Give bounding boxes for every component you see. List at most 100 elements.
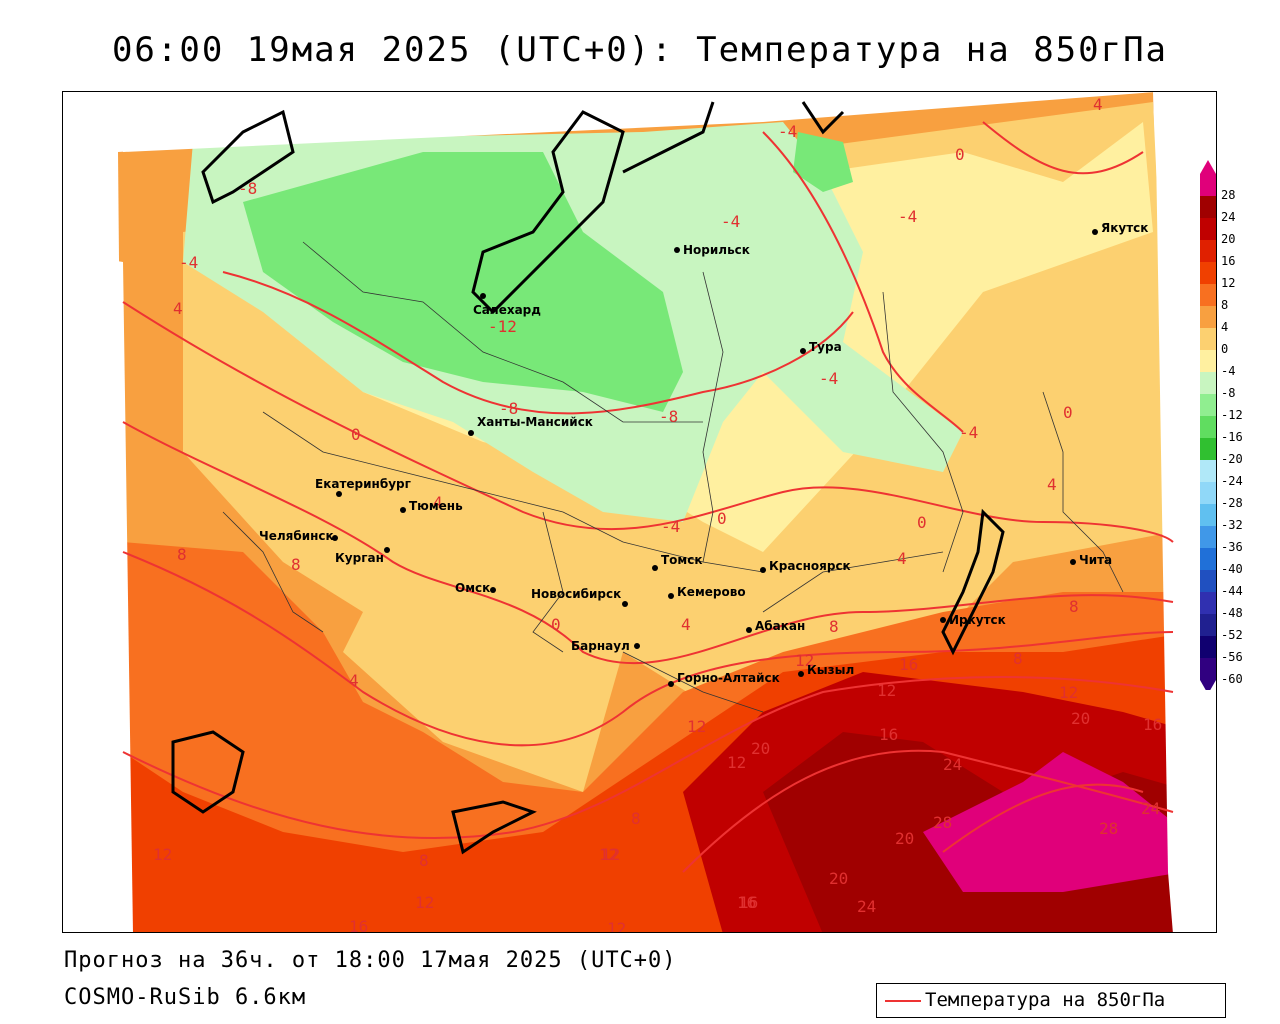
iso-label: 20 xyxy=(829,869,848,888)
colorbar-segment xyxy=(1200,592,1216,614)
colorbar-segment xyxy=(1200,636,1216,658)
iso-label: 4 xyxy=(349,671,359,690)
colorbar-segment xyxy=(1200,372,1216,394)
colorbar-tick-label: -32 xyxy=(1221,518,1243,532)
city-label: Ханты-Мансийск xyxy=(477,415,593,429)
colorbar-segment xyxy=(1200,240,1216,262)
colorbar-segment xyxy=(1200,416,1216,438)
colorbar-top-arrow xyxy=(1200,160,1216,174)
colorbar-segment xyxy=(1200,504,1216,526)
iso-label: -12 xyxy=(488,317,517,336)
city-label: Новосибирск xyxy=(531,587,621,601)
iso-label: 8 xyxy=(631,809,641,828)
iso-label: 24 xyxy=(943,755,962,774)
iso-label: 20 xyxy=(895,829,914,848)
colorbar-segment xyxy=(1200,262,1216,284)
colorbar-segment xyxy=(1200,350,1216,372)
city-label: Кемерово xyxy=(677,585,746,599)
iso-label: -4 xyxy=(778,122,797,141)
colorbar-segment xyxy=(1200,614,1216,636)
colorbar-tick-label: -8 xyxy=(1221,386,1236,400)
iso-label: 4 xyxy=(681,615,691,634)
iso-label: 12 xyxy=(1059,683,1078,702)
city-label: Курган xyxy=(335,551,384,565)
temperature-map: 4 0 -4 -8 -12 -4 4 -4 0 -4 -4 -8 -8 0 -4… xyxy=(62,91,1217,933)
colorbar-tick-label: 12 xyxy=(1221,276,1236,290)
colorbar-tick-label: -60 xyxy=(1221,672,1243,686)
iso-label: 8 xyxy=(177,545,187,564)
borders xyxy=(222,241,1124,713)
iso-label: 4 xyxy=(433,493,443,512)
isotherm-labels: 4 0 -4 -8 -12 -4 4 -4 0 -4 -4 -8 -8 0 -4… xyxy=(153,95,1162,933)
legend-label: Температура на 850гПа xyxy=(925,989,1166,1011)
colorbar-tick-label: 24 xyxy=(1221,210,1236,224)
iso-label: 16 xyxy=(737,893,756,912)
colorbar-tick-label: -36 xyxy=(1221,540,1243,554)
colorbar-tick-label: -4 xyxy=(1221,364,1236,378)
forecast-info: Прогноз на 36ч. от 18:00 17мая 2025 (UTC… xyxy=(64,948,677,973)
iso-label: 4 xyxy=(897,549,907,568)
colorbar-tick-label: -12 xyxy=(1221,408,1243,422)
iso-label: 20 xyxy=(751,739,770,758)
iso-label: 0 xyxy=(551,615,561,634)
colorbar-tick-label: 20 xyxy=(1221,232,1236,246)
city-label: Челябинск xyxy=(259,529,334,543)
colorbar-segment xyxy=(1200,218,1216,240)
iso-label: -4 xyxy=(661,517,680,536)
colorbar-tick-label: 16 xyxy=(1221,254,1236,268)
colorbar-bottom-arrow xyxy=(1200,680,1216,690)
iso-label: 8 xyxy=(1013,649,1023,668)
city-label: Тюмень xyxy=(409,499,463,513)
iso-label: 16 xyxy=(739,893,758,912)
city-label: Чита xyxy=(1079,553,1112,567)
iso-label: 4 xyxy=(173,299,183,318)
city-label: Иркутск xyxy=(949,613,1006,627)
colorbar-segment xyxy=(1200,526,1216,548)
iso-label: 12 xyxy=(601,845,620,864)
city-label: Норильск xyxy=(683,243,750,257)
iso-label: -8 xyxy=(238,179,257,198)
city-label: Екатеринбург xyxy=(315,477,411,491)
city-label: Якутск xyxy=(1101,221,1148,235)
iso-label: 12 xyxy=(795,651,814,670)
colorbar-segment xyxy=(1200,284,1216,306)
colorbar xyxy=(1200,160,1216,690)
isotherms xyxy=(122,121,1174,873)
colorbar-segment xyxy=(1200,196,1216,218)
colorbar-segment xyxy=(1200,306,1216,328)
colorbar-tick-label: -40 xyxy=(1221,562,1243,576)
colorbar-segment xyxy=(1200,174,1216,196)
iso-label: 28 xyxy=(933,813,952,832)
iso-label: 12 xyxy=(415,893,434,912)
colorbar-tick-label: -52 xyxy=(1221,628,1243,642)
iso-label: 0 xyxy=(351,425,361,444)
city-label: Абакан xyxy=(755,619,805,633)
legend: Температура на 850гПа xyxy=(876,983,1226,1018)
colorbar-tick-label: 8 xyxy=(1221,298,1229,312)
iso-label: 8 xyxy=(829,617,839,636)
colorbar-segment xyxy=(1200,328,1216,350)
iso-label: -4 xyxy=(898,207,917,226)
colorbar-segment xyxy=(1200,548,1216,570)
colorbar-tick-label: 4 xyxy=(1221,320,1229,334)
iso-label: 0 xyxy=(917,513,927,532)
iso-label: 0 xyxy=(955,145,965,164)
iso-label: -8 xyxy=(659,407,678,426)
iso-label: 0 xyxy=(1063,403,1073,422)
city-label: Горно-Алтайск xyxy=(677,671,780,685)
iso-label: -4 xyxy=(179,253,198,272)
iso-label: 4 xyxy=(1093,95,1103,114)
iso-label: 8 xyxy=(1069,597,1079,616)
iso-label: 8 xyxy=(291,555,301,574)
iso-label: 16 xyxy=(1143,715,1162,734)
iso-label: 12 xyxy=(877,681,896,700)
iso-label: 0 xyxy=(717,509,727,528)
city-label: Омск xyxy=(455,581,490,595)
iso-label: 16 xyxy=(349,917,368,933)
iso-label: 16 xyxy=(899,655,918,674)
iso-label: 24 xyxy=(1141,799,1160,818)
iso-label: -8 xyxy=(499,399,518,418)
colorbar-tick-label: -44 xyxy=(1221,584,1243,598)
iso-label: 12 xyxy=(727,753,746,772)
model-info: COSMO-RuSib 6.6км xyxy=(64,985,307,1010)
